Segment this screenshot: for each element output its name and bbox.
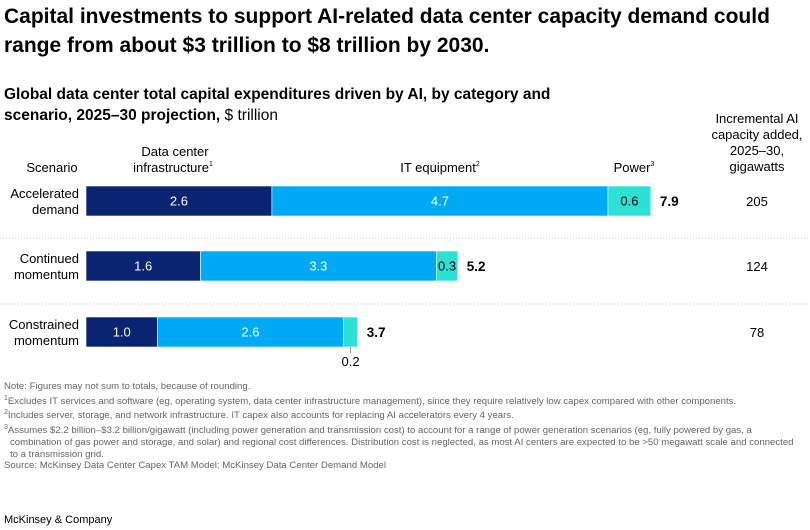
bar-segment-1-3 <box>607 185 652 217</box>
bar-segment-1-2 <box>271 185 609 217</box>
footnote-1: 1Excludes IT services and software (eg, … <box>4 394 737 407</box>
bar-segment-3-3 <box>343 316 358 348</box>
capacity-value-3: 78 <box>750 325 764 340</box>
footnote-1-text: Excludes IT services and software (eg, o… <box>7 395 737 407</box>
header-capacity-line-1: Incremental AI <box>715 111 798 126</box>
bar-segment-3-2 <box>157 316 344 348</box>
footnote-2-text: Includes server, storage, and network in… <box>7 410 514 422</box>
header-infra-line-1: Data center <box>141 144 209 159</box>
data-label-2-1: 1.6 <box>134 259 152 274</box>
category-label-1-line-1: Accelerated <box>10 186 79 201</box>
header-infra-line-2: infrastructure1 <box>133 160 213 175</box>
bar-segment-2-3 <box>436 250 459 282</box>
footnote-2: 2Includes server, storage, and network i… <box>4 409 514 422</box>
category-label-3-line-1: Constrained <box>9 317 79 332</box>
headline: Capital investments to support AI-relate… <box>4 5 770 57</box>
subtitle-unit: $ trillion <box>220 107 278 124</box>
data-label-1-1: 2.6 <box>170 194 188 209</box>
bar-segment-2-1 <box>85 250 201 282</box>
header-capacity-line-3: 2025–30, <box>730 143 784 158</box>
bar-segment-3-1 <box>85 316 158 348</box>
capacity-value-2: 124 <box>746 259 768 274</box>
header-capacity-line-2: capacity added, <box>711 127 802 142</box>
brand-logo-text: McKinsey & Company <box>4 514 113 526</box>
data-label-3-2: 2.6 <box>241 325 259 340</box>
data-label-3-1: 1.0 <box>113 325 131 340</box>
header-power: Power3 <box>614 160 655 175</box>
total-label-3: 3.7 <box>367 325 386 340</box>
category-label-2-line-1: Continued <box>20 251 79 266</box>
data-label-2-3: 0.3 <box>438 259 456 274</box>
total-label-1: 7.9 <box>660 194 679 209</box>
footnote-3-text: Assumes $2.2 billion–$3.2 billion/gigawa… <box>7 425 794 460</box>
footnote-3: 3Assumes $2.2 billion–$3.2 billion/gigaw… <box>4 424 794 460</box>
note-rounding: Note: Figures may not sum to totals, bec… <box>4 381 251 392</box>
footnotes: Note: Figures may not sum to totals, bec… <box>4 381 794 472</box>
header-it-equipment: IT equipment2 <box>400 160 480 175</box>
chart-subtitle: Global data center total capital expendi… <box>4 84 604 126</box>
data-label-1-3: 0.6 <box>620 194 638 209</box>
bar-segment-2-2 <box>200 250 437 282</box>
header-scenario: Scenario <box>26 160 77 175</box>
data-label-3-3: 0.2 <box>342 354 360 369</box>
bar-segment-1-1 <box>85 185 273 217</box>
category-label-2-line-2: momentum <box>14 267 79 282</box>
capacity-value-1: 205 <box>746 194 768 209</box>
category-label-3-line-2: momentum <box>14 333 79 348</box>
total-label-2: 5.2 <box>467 259 486 274</box>
subtitle-main: Global data center total capital expendi… <box>4 86 551 124</box>
source-note: Source: McKinsey Data Center Capex TAM M… <box>4 460 386 472</box>
header-capacity-line-4: gigawatts <box>730 159 785 174</box>
data-label-1-2: 4.7 <box>431 194 449 209</box>
data-label-2-2: 3.3 <box>309 259 327 274</box>
category-label-1-line-2: demand <box>32 202 79 217</box>
